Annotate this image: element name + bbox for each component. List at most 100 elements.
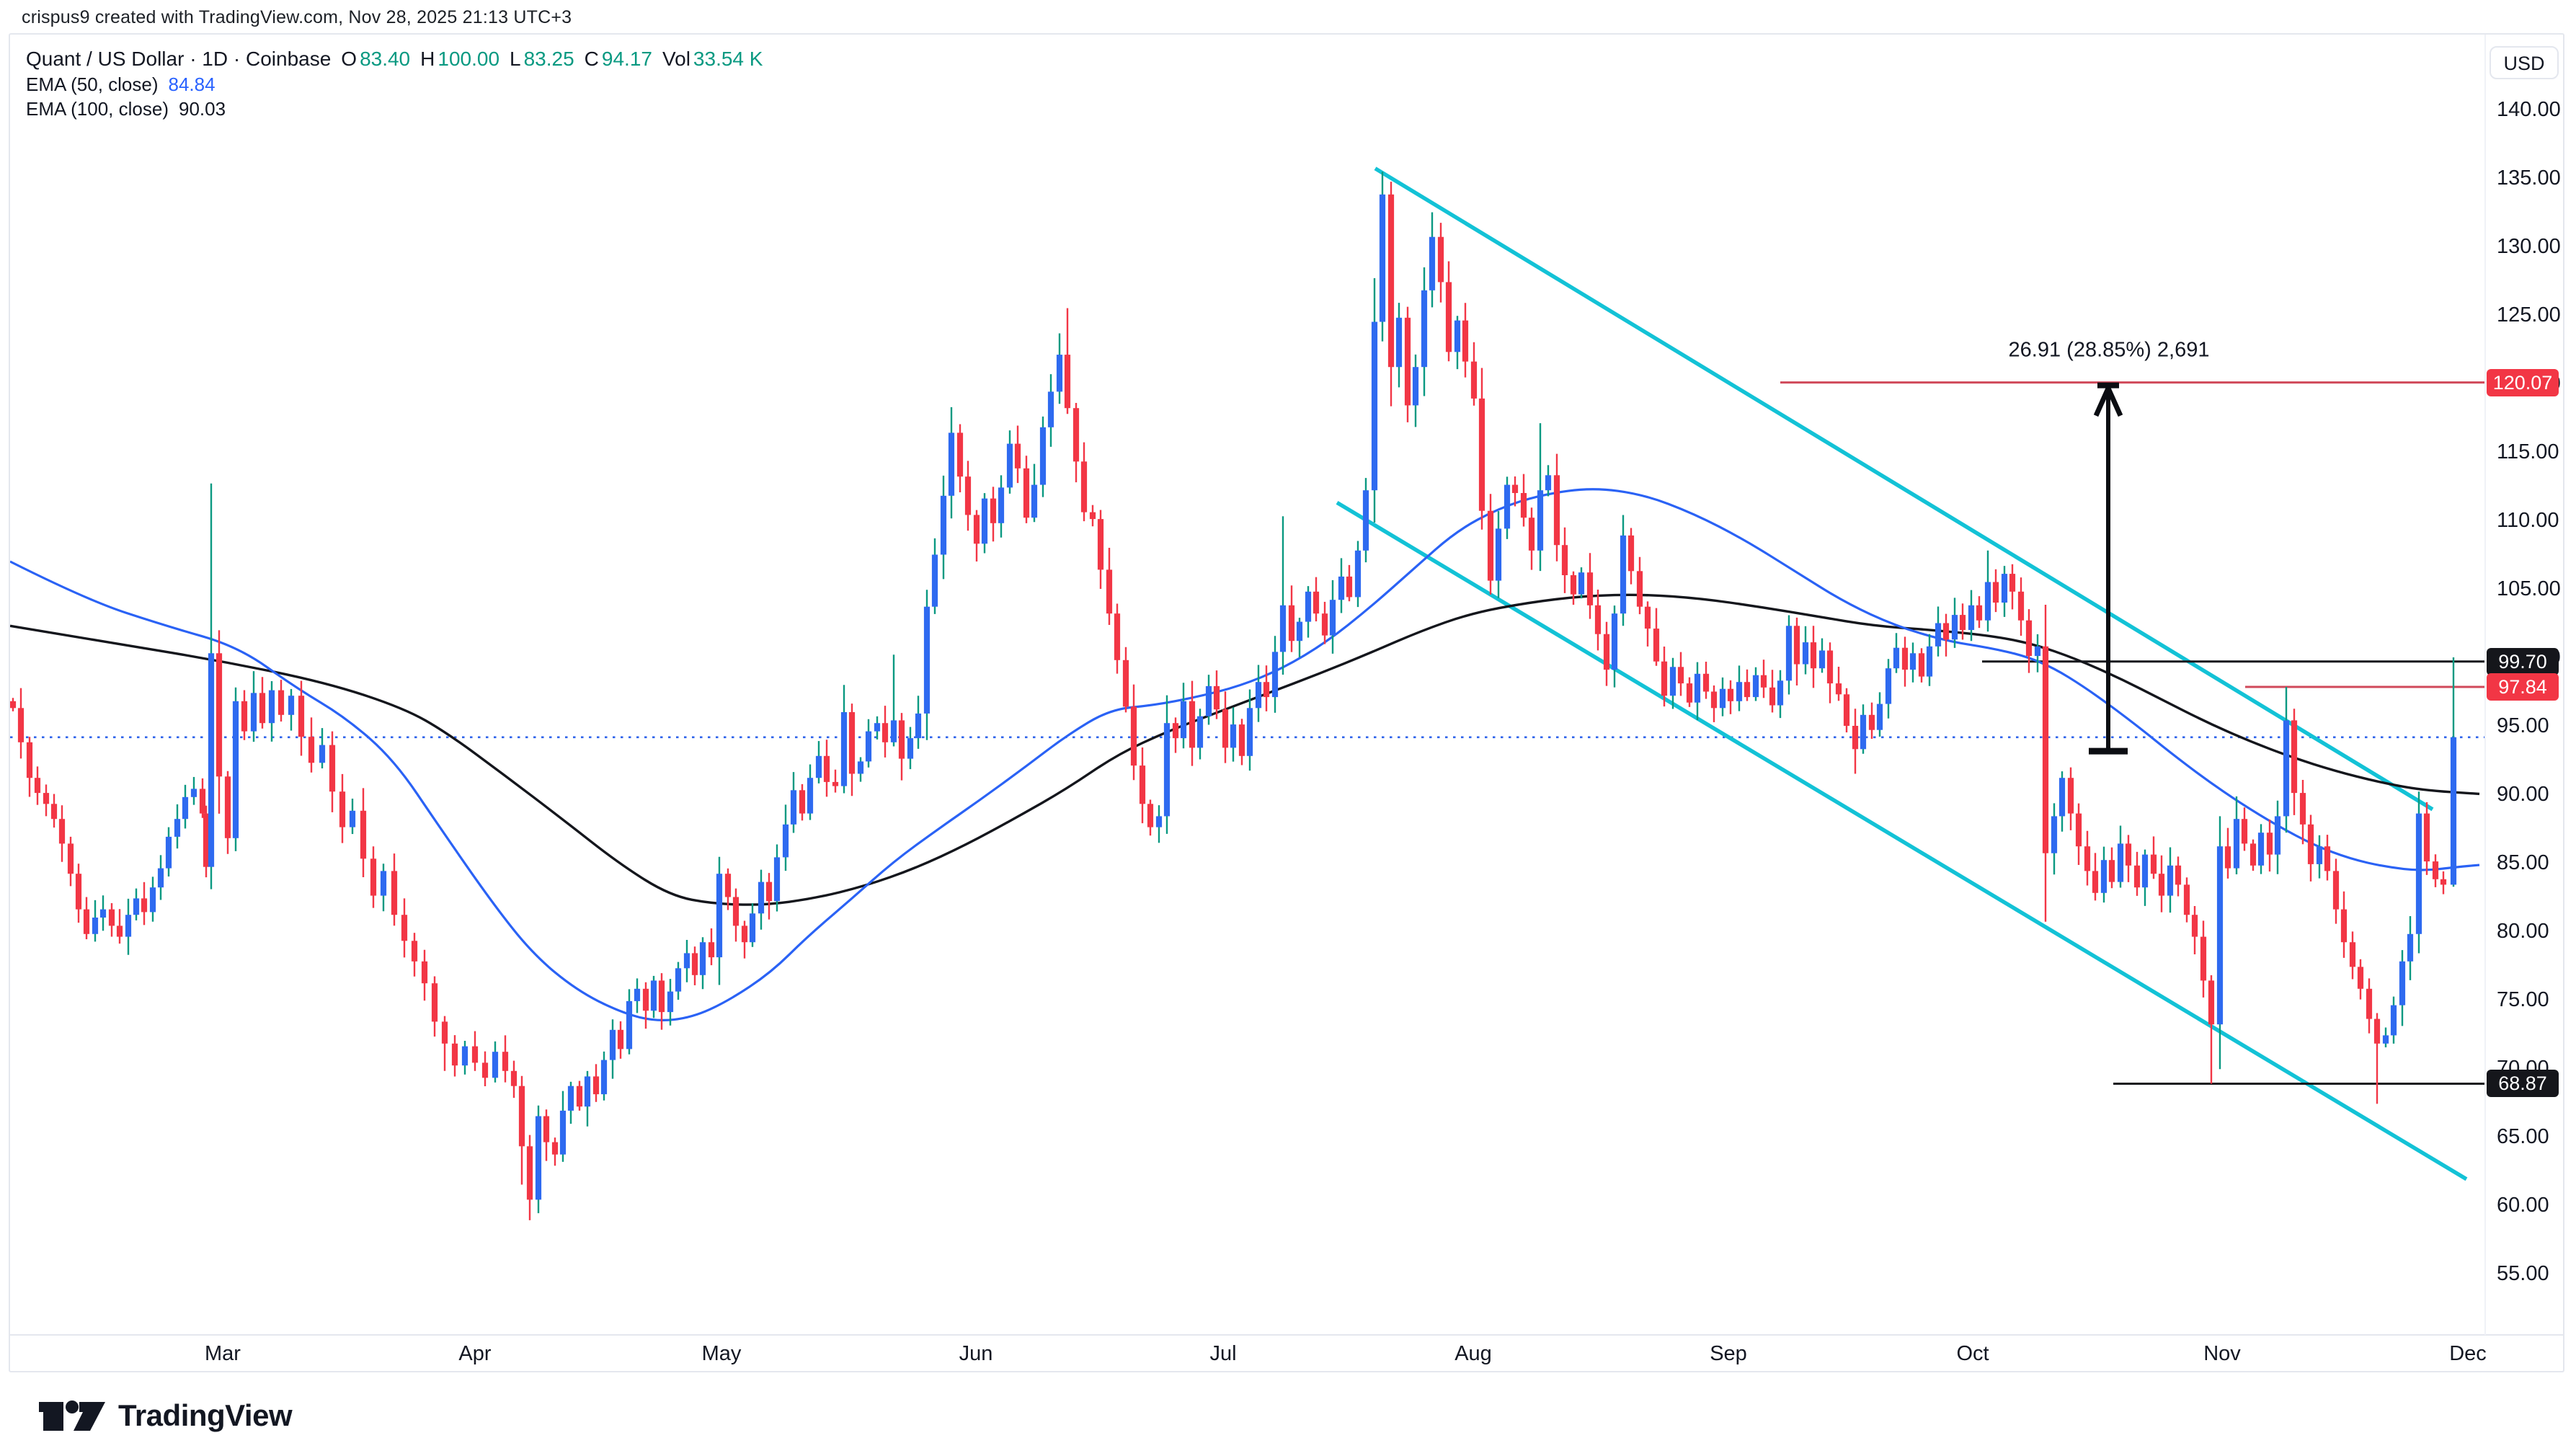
candle-up	[1909, 653, 1917, 670]
month-label-jun: Jun	[959, 1342, 993, 1365]
candle-up	[165, 836, 172, 869]
candle-up	[1893, 647, 1900, 669]
candle-down	[2200, 936, 2207, 981]
candle-down	[1189, 701, 1196, 748]
candle-down	[799, 790, 806, 814]
candle-down	[1636, 571, 1643, 607]
symbol-row[interactable]: Quant / US Dollar · 1D · Coinbase O 83.40…	[26, 48, 763, 74]
candle-down	[67, 843, 74, 874]
measurement-label: 26.91 (28.85%) 2,691	[2008, 338, 2210, 362]
candle-up	[1951, 615, 1958, 640]
ema100-row[interactable]: EMA (100, close) 90.03	[26, 98, 763, 123]
ohlc-close: C 94.17	[584, 48, 652, 70]
candle-down	[2075, 813, 2082, 847]
measurement-arrow[interactable]	[2089, 382, 2128, 755]
candle-up	[232, 701, 239, 838]
candle-up	[948, 432, 955, 496]
candle-down	[1653, 629, 1660, 662]
candle-down	[2158, 874, 2165, 896]
candle-down	[1387, 194, 1395, 368]
tradingview-logo-text: TradingView	[118, 1398, 293, 1432]
descending-channel-lower-trendline[interactable]	[1336, 500, 2468, 1181]
candle-down	[1852, 726, 1859, 750]
price-axis-label-125: 125.00	[2497, 303, 2561, 327]
candle-down	[848, 712, 856, 774]
descending-channel-upper-trendline[interactable]	[1374, 167, 2434, 812]
candle-down	[58, 819, 66, 844]
candle-up	[1611, 613, 1618, 670]
candle-down	[75, 874, 82, 910]
candle-down	[1023, 468, 1030, 518]
candle-up	[1371, 321, 1378, 491]
candle-down	[26, 742, 33, 778]
candle-up	[773, 857, 781, 902]
candle-up	[1362, 490, 1369, 551]
candle-up	[675, 968, 682, 992]
candle-down	[543, 1116, 550, 1142]
price-axis-label-130: 130.00	[2497, 235, 2561, 258]
candle-down	[502, 1052, 509, 1071]
candle-down	[141, 898, 148, 913]
candle-up	[600, 1060, 608, 1095]
currency-toggle-button[interactable]: USD	[2490, 46, 2559, 79]
candle-up	[749, 913, 756, 943]
candle-up	[1271, 652, 1279, 698]
candle-down	[2332, 871, 2340, 910]
candle-up	[535, 1116, 542, 1200]
ema50-row[interactable]: EMA (50, close) 84.84	[26, 74, 763, 98]
candle-down	[1644, 606, 1651, 629]
ema-50-line[interactable]	[9, 488, 2480, 1021]
candle-up	[1454, 320, 1461, 352]
ohlc-open: O 83.40	[341, 48, 411, 70]
ema100-value: 90.03	[178, 98, 226, 120]
candle-down	[964, 476, 972, 515]
candle-up	[2382, 1035, 2389, 1044]
candle-down	[1404, 317, 1411, 406]
candle-up	[1412, 367, 1419, 406]
month-label-nov: Nov	[2203, 1342, 2241, 1365]
candle-up	[1329, 600, 1336, 636]
candle-down	[43, 793, 50, 804]
candle-down	[1487, 510, 1494, 581]
candle-down	[2175, 865, 2182, 885]
volume-value: Vol 33.54 K	[662, 48, 763, 70]
candle-down	[2291, 720, 2298, 794]
price-axis-label-55: 55.00	[2497, 1262, 2549, 1285]
candle-down	[1437, 236, 1444, 283]
candle-down	[1793, 626, 1800, 665]
candle-up	[650, 980, 657, 1011]
candle-up	[1935, 623, 1942, 647]
month-label-jul: Jul	[1209, 1342, 1237, 1365]
candle-up	[857, 761, 864, 774]
candle-down	[421, 961, 428, 984]
candle-down	[199, 789, 206, 814]
candle-up	[1338, 576, 1345, 600]
candle-up	[1379, 194, 1386, 322]
candle-down	[2349, 942, 2356, 967]
candle-down	[2357, 967, 2364, 989]
candle-up	[807, 778, 814, 814]
tradingview-logo[interactable]: TradingView	[37, 1397, 293, 1434]
candle-down	[1843, 694, 1850, 726]
candle-down	[391, 871, 398, 915]
candle-up	[1968, 605, 1975, 630]
candle-down	[2423, 813, 2430, 862]
candle-up	[2399, 961, 2406, 1006]
candle-down	[481, 1062, 489, 1078]
candle-up	[782, 824, 789, 858]
candle-up	[1719, 688, 1726, 709]
candle-down	[576, 1086, 583, 1107]
candle-up	[250, 693, 257, 732]
candle-up	[1802, 642, 1809, 665]
candle-up	[758, 882, 765, 914]
candle-up	[1669, 667, 1676, 696]
chart-pane[interactable]	[9, 167, 2485, 1220]
candle-up	[461, 1046, 468, 1066]
candle-up	[1495, 528, 1502, 581]
candle-down	[1835, 683, 1842, 695]
candle-down	[1942, 623, 1950, 640]
candle-up	[940, 495, 947, 555]
price-badge-99.70: 99.70	[2487, 647, 2559, 675]
ema-100-line[interactable]	[9, 593, 2480, 906]
